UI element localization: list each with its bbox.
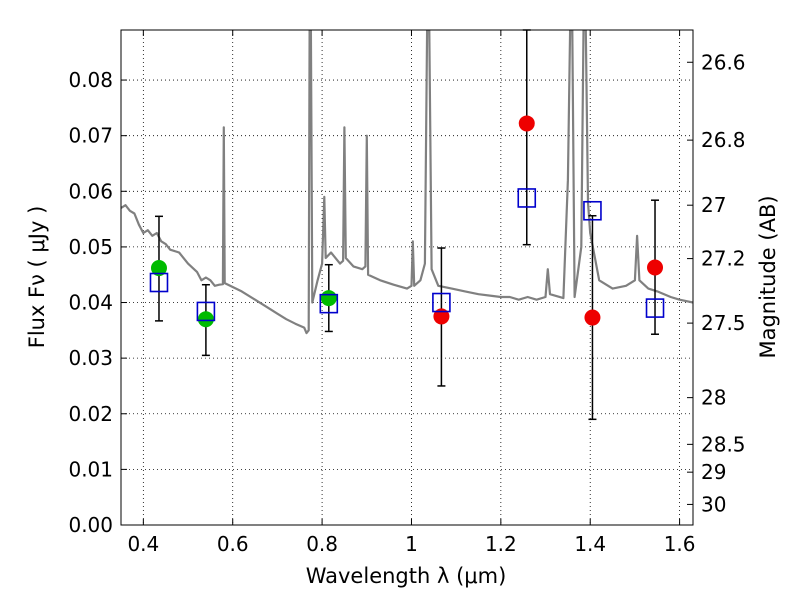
model-flux-square bbox=[196, 301, 216, 322]
x-tick-label: 1.4 bbox=[574, 532, 606, 556]
nir-flux-point bbox=[433, 308, 450, 325]
y-tick-label: 0.06 bbox=[68, 179, 113, 203]
mag-tick-label: 29 bbox=[701, 460, 726, 484]
model-flux-square bbox=[645, 298, 665, 318]
optical-flux-point bbox=[150, 260, 167, 277]
spectrum-layer bbox=[121, 30, 693, 335]
x-tick-label: 0.4 bbox=[127, 532, 159, 556]
y-tick-label: 0.07 bbox=[68, 124, 113, 148]
x-tick-label: 0.8 bbox=[306, 532, 338, 556]
model-flux-square bbox=[149, 272, 169, 293]
model-flux-square bbox=[432, 292, 451, 313]
model-flux-square bbox=[583, 200, 602, 221]
mag-tick-label: 26.8 bbox=[701, 128, 746, 152]
nir-flux-point bbox=[647, 259, 664, 276]
x-tick-label: 0.6 bbox=[217, 532, 249, 556]
tick-layer: 0.4 0.6 0.8 1 1.2 1.4 1.6 0.00 0.01 0.02 0.03 0.04 0… bbox=[68, 30, 746, 556]
y-tick-label: 0.04 bbox=[68, 291, 113, 315]
mag-tick-label: 30 bbox=[701, 492, 726, 516]
model-spectrum-line bbox=[121, 30, 693, 335]
x-tick-label: 1.6 bbox=[664, 532, 696, 556]
model-flux-square bbox=[319, 293, 339, 314]
plot-frame bbox=[120, 29, 694, 526]
mag-tick-label: 27 bbox=[701, 193, 726, 217]
x-axis-label: Wavelength λ (μm) bbox=[306, 564, 507, 588]
mag-tick-label: 27.5 bbox=[701, 311, 746, 335]
x-tick-label: 1.2 bbox=[485, 532, 517, 556]
y-tick-label: 0.02 bbox=[68, 402, 113, 426]
x-tick-label: 1 bbox=[405, 532, 418, 556]
y-axis-label: Flux Fν ( μJy ) bbox=[25, 206, 49, 349]
mag-tick-label: 28.5 bbox=[701, 432, 746, 456]
marker-layer bbox=[149, 29, 665, 421]
y-tick-label: 0.01 bbox=[68, 457, 113, 481]
optical-flux-point bbox=[197, 311, 214, 328]
model-flux-square bbox=[517, 188, 537, 208]
y2-axis-label: Magnitude (AB) bbox=[756, 195, 780, 358]
y-tick-label: 0.00 bbox=[68, 513, 113, 537]
mag-tick-label: 26.6 bbox=[701, 50, 746, 74]
optical-flux-point bbox=[320, 290, 337, 307]
mag-tick-label: 28 bbox=[701, 386, 726, 410]
mag-tick-label: 27.2 bbox=[701, 247, 746, 271]
nir-flux-point bbox=[584, 309, 601, 326]
y-tick-label: 0.05 bbox=[68, 235, 113, 259]
grid-layer bbox=[121, 30, 693, 525]
y-tick-label: 0.03 bbox=[68, 346, 113, 370]
nir-flux-point bbox=[518, 115, 535, 132]
y-tick-label: 0.08 bbox=[68, 68, 113, 92]
